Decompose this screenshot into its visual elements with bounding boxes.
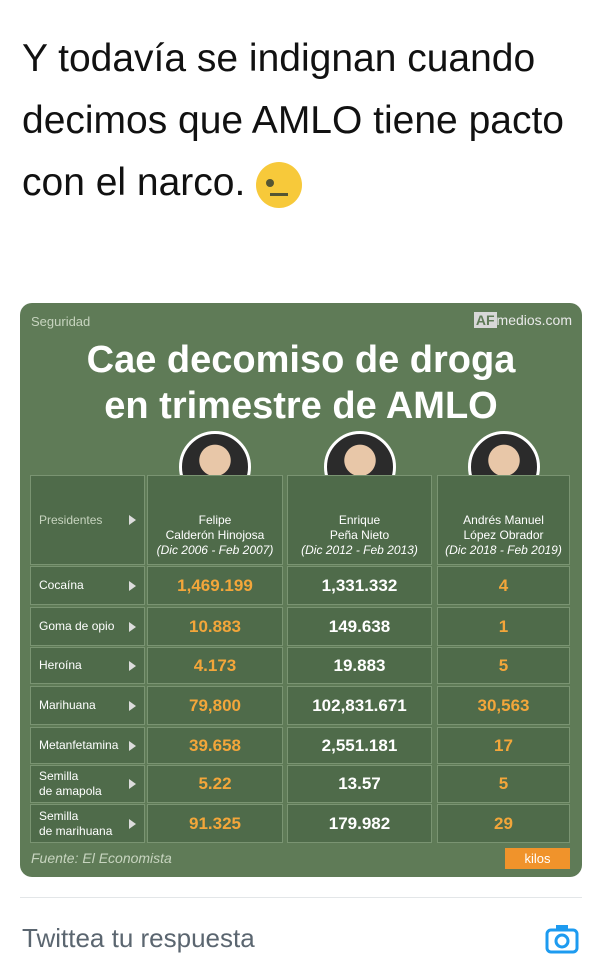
value-cell: 1,469.199 (147, 566, 283, 605)
arrow (129, 818, 136, 829)
value-cell: 4 (437, 566, 570, 605)
president-period: (Dic 2006 - Feb 2007) (156, 543, 274, 557)
value-cell: 149.638 (287, 607, 432, 646)
row-label: Heroína (39, 658, 82, 672)
logo-text: medios.com (496, 312, 572, 328)
arrow (129, 700, 136, 711)
value-cell: 29 (437, 804, 570, 843)
tweet-body: Y todavía se indignan cuando decimos que… (22, 37, 564, 204)
infographic: Seguridad AF medios.com Cae decomiso de d… (20, 303, 582, 877)
value-cell: 1,331.332 (287, 566, 432, 605)
emoji (256, 161, 303, 208)
value-cell: 39.658 (147, 727, 283, 764)
president-name: Andrés Manuel (463, 513, 544, 527)
row-label: Marihuana (39, 698, 96, 712)
value-cell: 30,563 (437, 686, 570, 725)
arrow (129, 779, 136, 789)
arrow (129, 740, 136, 751)
arrow (129, 621, 136, 632)
president-name: Calderón Hinojosa (165, 528, 265, 542)
value-cell: 102,831.671 (287, 686, 432, 725)
title-line: en trimestre de AMLO (104, 385, 498, 427)
row-label: de marihuana (39, 823, 113, 838)
header-cell: Felipe Calderón Hinojosa (Dic 2006 - Feb 2… (147, 475, 283, 565)
row-label-cell: Semilla de marihuana (30, 804, 145, 843)
section: Seguridad (31, 314, 91, 329)
president-period: (Dic 2018 - Feb 2019) (445, 543, 562, 557)
source: Fuente: El Economista (31, 850, 172, 866)
divider (20, 897, 582, 898)
header-cell: Presidentes (30, 475, 145, 565)
value-cell: 5.22 (147, 765, 283, 803)
row-label: Semilla (39, 769, 79, 783)
header-cell: Enrique Peña Nieto (Dic 2012 - Feb 2013) (287, 475, 432, 565)
president-name: Peña Nieto (329, 528, 390, 542)
row-label-cell: Goma de opio (30, 607, 145, 646)
arrow (129, 515, 136, 525)
row-label-cell: Cocaína (30, 566, 145, 605)
logo-badge: AF (473, 312, 497, 328)
value-cell: 13.57 (287, 765, 432, 803)
row-label: Goma de opio (39, 619, 115, 633)
row-label: Semilla (39, 808, 79, 823)
row-label-cell: Metanfetamina (30, 727, 145, 764)
tweet-text: Y todavía se indignan cuando decimos que… (22, 28, 567, 214)
row-label: de amapola (39, 784, 102, 798)
value-cell: 17 (437, 727, 570, 764)
header-label: Presidentes (39, 512, 103, 527)
reply-input[interactable]: Twittea tu respuesta (22, 923, 255, 953)
president-name: Enrique (338, 513, 381, 527)
value-cell: 19.883 (287, 647, 432, 684)
president-period: (Dic 2012 - Feb 2013) (301, 543, 418, 557)
unit: kilos (505, 848, 570, 869)
header-cell: Andrés Manuel López Obrador (Dic 2018 - Fe… (437, 475, 570, 565)
value-cell: 5 (437, 647, 570, 684)
arrow (129, 580, 136, 591)
value-cell: 79,800 (147, 686, 283, 725)
value-cell: 4.173 (147, 647, 283, 684)
logo: AF medios.com (473, 312, 572, 328)
value-cell: 2,551.181 (287, 727, 432, 764)
value-cell: 5 (437, 765, 570, 803)
row-label: Cocaína (39, 578, 84, 592)
title-line: Cae decomiso de droga (86, 339, 516, 381)
value-cell: 10.883 (147, 607, 283, 646)
row-label: Metanfetamina (39, 738, 119, 752)
row-label-cell: Marihuana (30, 686, 145, 725)
president-name: Felipe (198, 513, 232, 527)
camera-button[interactable] (544, 922, 580, 956)
arrow (129, 660, 136, 671)
value-cell: 179.982 (287, 804, 432, 843)
row-label-cell: Semilla de amapola (30, 765, 145, 803)
president-name: López Obrador (463, 528, 544, 542)
row-label-cell: Heroína (30, 647, 145, 684)
value-cell: 1 (437, 607, 570, 646)
table: Presidentes Felipe Calderón Hinojosa (Dic 2… (20, 303, 582, 877)
value-cell: 91.325 (147, 804, 283, 843)
